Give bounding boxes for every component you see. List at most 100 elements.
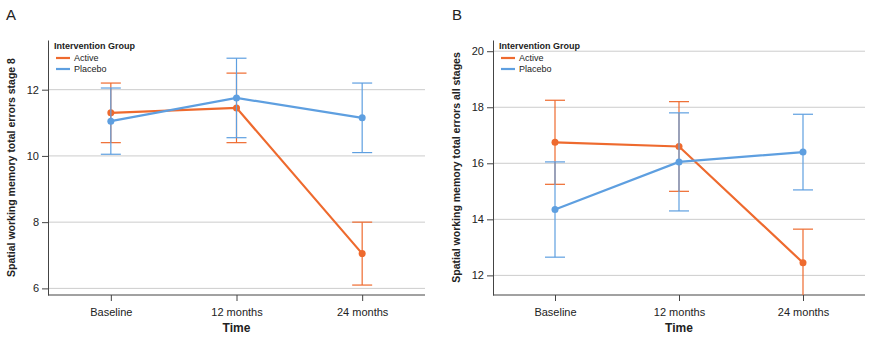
- y-axis: 6 8 10 12: [27, 41, 49, 296]
- panel-label: B: [452, 6, 462, 23]
- y-axis: 12 14 16 18 20: [472, 41, 494, 296]
- y-tick: 14: [472, 213, 493, 225]
- series: [545, 100, 813, 295]
- grid-line: [493, 275, 865, 276]
- plot-area: [101, 58, 372, 285]
- y-tick: 6: [33, 282, 48, 294]
- x-axis-title: Time: [665, 321, 693, 335]
- x-axis: Baseline 12 months 24 months: [48, 295, 425, 318]
- x-axis: Baseline 12 months 24 months: [493, 295, 865, 318]
- y-axis-line: [48, 41, 49, 296]
- y-tick-mark: [42, 288, 48, 289]
- error-bar-cap: [545, 161, 565, 162]
- x-tick-mark: [679, 295, 680, 301]
- legend: Intervention GroupActivePlacebo: [499, 41, 581, 74]
- point: [800, 149, 807, 156]
- y-tick-label: 6: [33, 282, 39, 294]
- error-bar-cap: [669, 112, 689, 113]
- error-bar: [793, 229, 813, 295]
- x-tick-mark: [555, 295, 556, 301]
- point: [676, 158, 683, 165]
- y-axis-title: Spatial working memory total errors all …: [450, 52, 462, 283]
- legend-label: Placebo: [74, 64, 107, 74]
- error-bar-cap: [352, 284, 372, 285]
- y-tick-label: 12: [27, 84, 39, 96]
- y-tick: 8: [33, 216, 48, 228]
- legend-title: Intervention Group: [499, 41, 581, 51]
- error-bar: [545, 162, 565, 257]
- point: [552, 206, 559, 213]
- x-tick-label: 12 months: [654, 306, 706, 318]
- error-bar-cap: [227, 137, 247, 138]
- panel: A 6 8 10 12 Baseline 12 months 24 months Time Spa…: [5, 6, 425, 335]
- legend-title: Intervention Group: [54, 41, 136, 51]
- x-tick-label: 24 months: [778, 306, 830, 318]
- y-tick-mark: [42, 156, 48, 157]
- x-tick-label: Baseline: [90, 306, 132, 318]
- legend-swatch: [56, 57, 70, 59]
- x-tick: Baseline: [534, 295, 576, 318]
- figure: A 6 8 10 12 Baseline 12 months 24 months Time Spa…: [0, 0, 879, 342]
- x-tick-mark: [362, 295, 363, 301]
- error-bar-cap: [793, 114, 813, 115]
- x-tick-label: 24 months: [337, 306, 389, 318]
- error-bar-cap: [669, 210, 689, 211]
- y-tick-label: 10: [27, 150, 39, 162]
- error-bar-cap: [793, 229, 813, 230]
- error-bar-cap: [101, 154, 121, 155]
- x-axis-title: Time: [223, 321, 251, 335]
- y-tick: 12: [27, 84, 48, 96]
- legend-swatch: [56, 68, 70, 70]
- y-tick-mark: [487, 219, 493, 220]
- point: [800, 259, 807, 266]
- x-tick-mark: [803, 295, 804, 301]
- legend-label: Active: [74, 53, 99, 63]
- y-axis-title: Spatial working memory total errors stag…: [5, 58, 17, 277]
- y-tick: 20: [472, 45, 493, 57]
- point: [233, 94, 240, 101]
- x-tick: 12 months: [654, 295, 706, 318]
- y-tick-mark: [42, 90, 48, 91]
- y-tick-label: 18: [472, 101, 484, 113]
- x-tick: 24 months: [778, 295, 830, 318]
- y-tick-label: 20: [472, 45, 484, 57]
- x-tick-mark: [111, 295, 112, 301]
- error-bar-cap: [669, 101, 689, 102]
- y-tick: 10: [27, 150, 48, 162]
- y-tick-label: 12: [472, 269, 484, 281]
- y-tick: 12: [472, 269, 493, 281]
- x-tick-label: 12 months: [211, 306, 263, 318]
- error-bar-cap: [101, 82, 121, 83]
- y-tick-mark: [487, 163, 493, 164]
- panel: B 12 14 16 18 20 Baseline 12 months 24 months Tim…: [450, 6, 865, 335]
- grid-line: [48, 222, 425, 223]
- y-tick: 16: [472, 157, 493, 169]
- error-bar-cap: [101, 87, 121, 88]
- legend-swatch: [501, 68, 515, 70]
- error-bar-cap: [793, 189, 813, 190]
- y-tick-mark: [487, 107, 493, 108]
- plot-area: [545, 100, 813, 295]
- point: [552, 139, 559, 146]
- series-line: [555, 152, 803, 209]
- y-tick-mark: [487, 275, 493, 276]
- grid: [493, 51, 865, 275]
- error-bar-cap: [227, 58, 247, 59]
- x-tick-label: Baseline: [534, 306, 576, 318]
- series: [101, 58, 372, 154]
- y-tick-label: 16: [472, 157, 484, 169]
- y-axis-line: [493, 41, 494, 296]
- legend: Intervention Group ActivePlacebo: [54, 41, 136, 74]
- error-bar-cap: [352, 152, 372, 153]
- legend-label: Active: [519, 53, 544, 63]
- panel-label: A: [6, 6, 16, 23]
- series: [545, 113, 813, 257]
- grid-line: [493, 219, 865, 220]
- legend-swatch: [501, 57, 515, 59]
- x-tick: 24 months: [337, 295, 389, 318]
- y-tick-label: 8: [33, 216, 39, 228]
- error-bar-cap: [352, 82, 372, 83]
- point: [359, 250, 366, 257]
- error-bar-cap: [352, 222, 372, 223]
- grid-line: [48, 155, 425, 156]
